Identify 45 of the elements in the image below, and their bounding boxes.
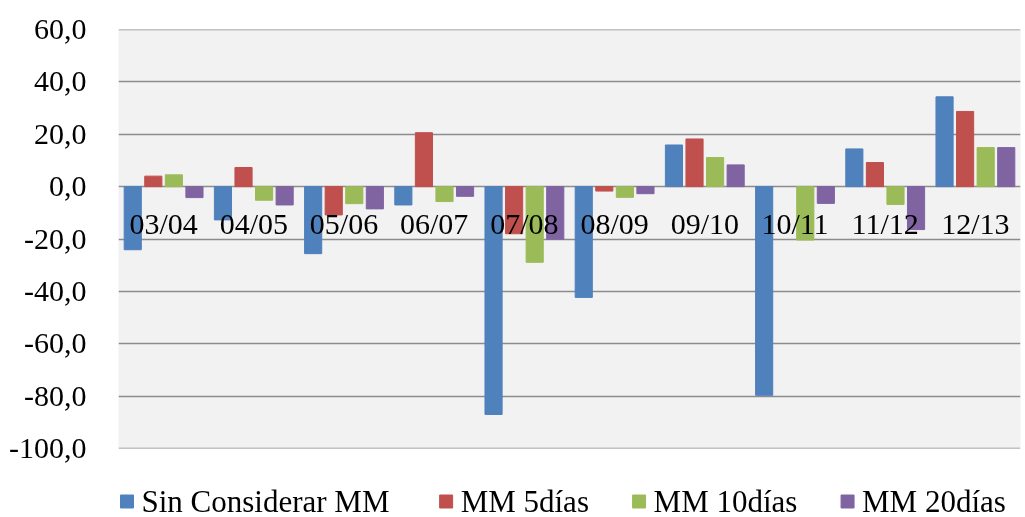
bar xyxy=(664,144,684,188)
bar xyxy=(435,186,454,203)
bar xyxy=(845,148,864,188)
bar xyxy=(255,186,274,201)
bar xyxy=(345,186,364,205)
x-tick-label: 04/05 xyxy=(219,206,288,240)
bar xyxy=(956,110,975,188)
y-tick-label: 60,0 xyxy=(34,12,87,45)
bar xyxy=(935,96,954,188)
y-tick-label: -40,0 xyxy=(24,273,87,307)
bar xyxy=(164,174,183,188)
bar xyxy=(816,186,835,204)
bar xyxy=(144,175,163,188)
bar xyxy=(185,186,204,199)
legend-label: MM 20días xyxy=(862,484,1006,517)
legend-label: MM 5días xyxy=(460,484,589,517)
bar xyxy=(365,186,384,210)
legend-label: Sin Considerar MM xyxy=(141,484,390,517)
y-tick-label: 20,0 xyxy=(34,116,87,150)
y-tick-label: 0,0 xyxy=(49,169,87,203)
bar xyxy=(394,186,413,206)
bar xyxy=(726,164,745,188)
bar xyxy=(636,186,655,195)
x-tick-label: 12/13 xyxy=(941,206,1010,240)
bar xyxy=(275,186,294,206)
bar xyxy=(615,186,634,198)
y-tick-label: -20,0 xyxy=(24,221,87,255)
x-tick-label: 06/07 xyxy=(400,206,469,240)
bar xyxy=(595,186,614,192)
x-tick-label: 09/10 xyxy=(670,206,739,240)
bar xyxy=(976,147,995,188)
bar xyxy=(455,186,475,197)
bar xyxy=(997,147,1016,188)
bar xyxy=(685,138,704,188)
bar xyxy=(234,167,253,188)
x-tick-label: 11/12 xyxy=(851,206,919,240)
legend-label: MM 10días xyxy=(653,484,798,517)
bar xyxy=(865,162,884,188)
y-tick-label: -100,0 xyxy=(9,431,87,464)
bar xyxy=(886,186,905,205)
bar xyxy=(706,157,725,188)
y-tick-label: 40,0 xyxy=(34,64,87,98)
y-tick-label: -60,0 xyxy=(24,326,87,360)
y-tick-label: -80,0 xyxy=(24,378,87,412)
bar xyxy=(414,132,433,188)
